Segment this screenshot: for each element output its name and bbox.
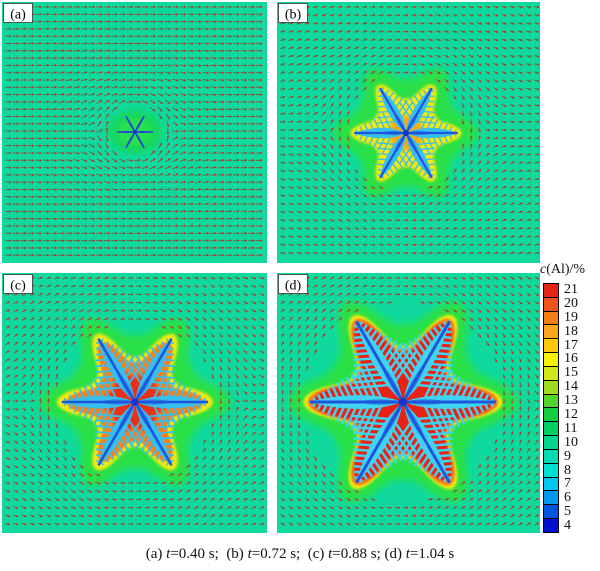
panel-label: (c) <box>10 279 26 294</box>
colorbar-tick-label: 18 <box>564 323 578 339</box>
caption-segment: (a) <box>145 546 167 562</box>
colorbar-tick-label: 11 <box>564 420 578 436</box>
caption-segment: t <box>405 546 410 562</box>
panel-label-box <box>3 274 33 294</box>
colorbar-title: c(Al)/% <box>540 262 600 278</box>
caption-segment: =1.04 s <box>409 546 455 562</box>
colorbar-cell <box>544 463 558 478</box>
colorbar-cell <box>544 422 558 437</box>
caption-segment: (b) <box>226 546 248 562</box>
colorbar-tick-label: 12 <box>564 406 578 422</box>
colorbar-tick-label: 13 <box>564 393 578 409</box>
colorbar-cell <box>544 311 558 326</box>
colorbar-tick-label: 15 <box>564 365 578 381</box>
panel-label: (a) <box>10 8 26 23</box>
panel-label-box <box>278 3 308 23</box>
colorbar <box>543 283 559 533</box>
panel-label-box <box>3 3 33 23</box>
velocity-vector-heads <box>7 276 265 526</box>
colorbar-tick-label: 17 <box>564 337 578 353</box>
panel-label: (d) <box>285 279 302 294</box>
panel-label-box <box>278 274 308 294</box>
colorbar-tick-label: 9 <box>564 448 571 464</box>
caption-segment: t <box>166 546 171 562</box>
colorbar-cell <box>544 477 558 492</box>
caption-segment: (d) <box>384 546 406 562</box>
caption-segment: =0.40 s; <box>170 546 227 562</box>
colorbar-cell <box>544 366 558 381</box>
caption-segment: t <box>328 546 333 562</box>
panel-a-svg: (a) <box>2 2 267 263</box>
colorbar-cell <box>544 505 558 520</box>
colorbar-tick-label: 19 <box>564 309 578 325</box>
caption-segment: (c) <box>307 546 329 562</box>
colorbar-tick-label: 21 <box>564 281 578 297</box>
figure-caption: (a) t=0.40 s; (b) t=0.72 s; (c) t=0.88 s… <box>0 546 600 563</box>
colorbar-tick-label: 10 <box>564 434 578 450</box>
colorbar-tick-label: 20 <box>564 295 578 311</box>
colorbar-cell <box>544 519 558 532</box>
colorbar-tick-label: 5 <box>564 504 571 520</box>
panel-c-svg: (c) <box>2 273 267 533</box>
colorbar-tick-label: 7 <box>564 476 571 492</box>
panel-label: (b) <box>285 8 302 23</box>
colorbar-cell <box>544 491 558 506</box>
colorbar-cell <box>544 436 558 450</box>
colorbar-tick-label: 8 <box>564 462 571 478</box>
colorbar-cell <box>544 325 558 340</box>
caption-segment: =0.88 s; <box>332 546 385 562</box>
velocity-vector-heads <box>282 5 540 255</box>
colorbar-tick-label: 6 <box>564 490 571 506</box>
panel-b-svg: (b) <box>277 2 540 263</box>
colorbar-tick-label: 4 <box>564 518 571 534</box>
caption-segment: t <box>247 546 252 562</box>
colorbar-cell <box>544 353 558 367</box>
velocity-vector-heads <box>281 276 540 526</box>
colorbar-cell <box>544 297 558 312</box>
colorbar-tick-label: 16 <box>564 351 578 367</box>
colorbar-cell <box>544 380 558 395</box>
colorbar-title-units: (Al)/% <box>546 262 586 277</box>
colorbar-title-symbol: c <box>540 262 547 277</box>
colorbar-cell <box>544 449 558 464</box>
colorbar-cell <box>544 284 558 298</box>
panel-d-svg: (d) <box>277 273 540 533</box>
colorbar-cell <box>544 394 558 409</box>
caption-segment: =0.72 s; <box>251 546 308 562</box>
colorbar-cell <box>544 339 558 354</box>
colorbar-tick-label: 14 <box>564 379 578 395</box>
colorbar-cell <box>544 408 558 423</box>
